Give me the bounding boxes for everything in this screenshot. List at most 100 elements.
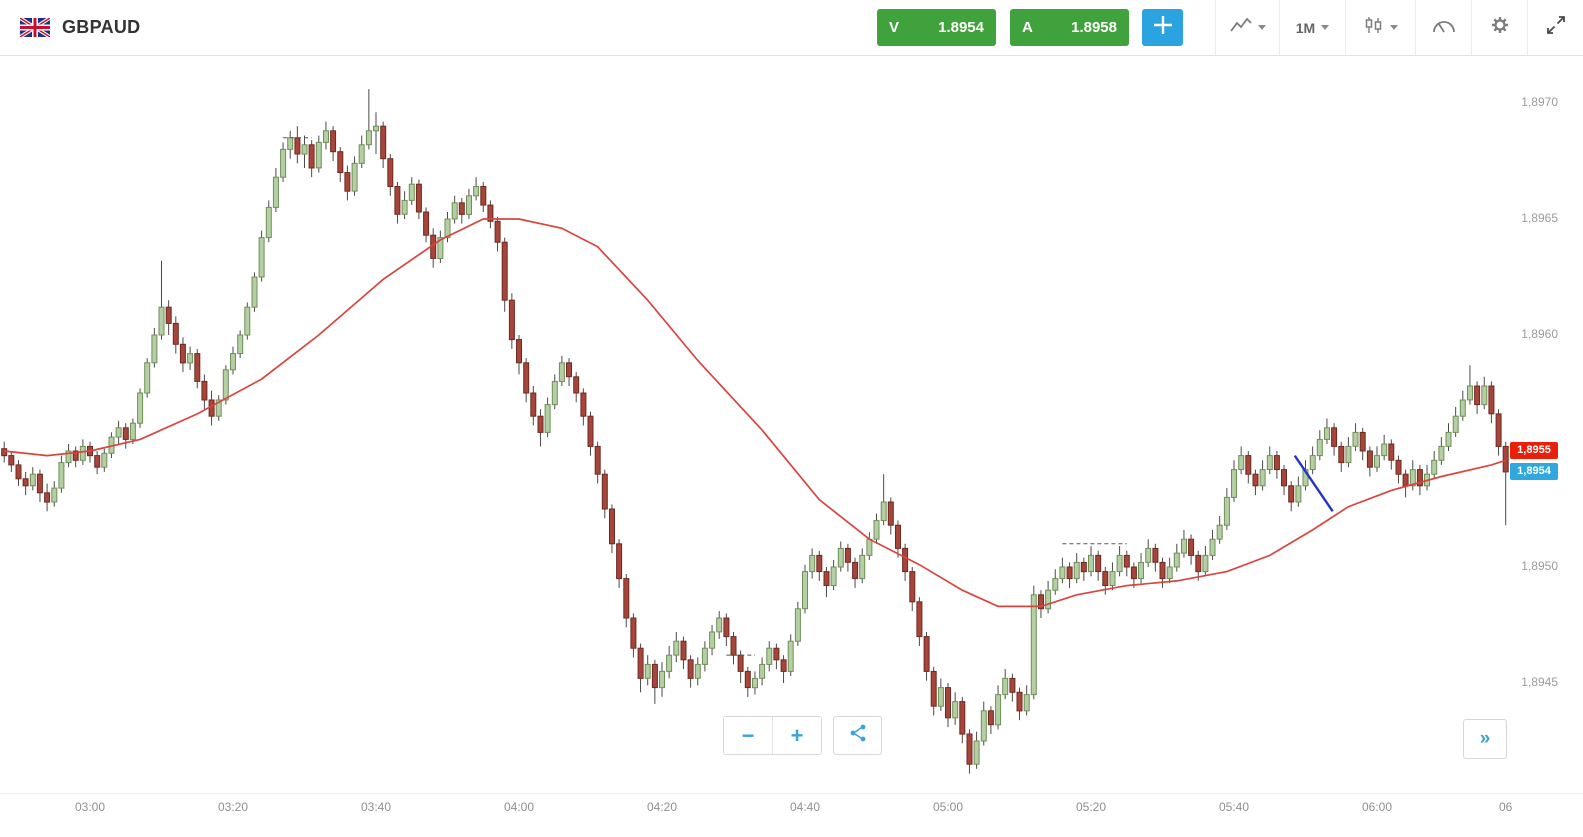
candle-up <box>1352 431 1359 447</box>
candle-up <box>187 353 194 364</box>
candle-down <box>15 464 22 480</box>
candle-down <box>516 339 522 364</box>
candle-down <box>523 362 530 394</box>
candle-up <box>58 462 65 489</box>
candle-down <box>1488 385 1495 415</box>
price-axis-label: 1,8950 <box>1521 559 1558 573</box>
candle-down <box>609 508 615 545</box>
candle-up <box>694 663 701 679</box>
buy-button[interactable]: A 1.8958 <box>1010 9 1129 46</box>
candle-up <box>1438 445 1445 461</box>
settings-button[interactable] <box>1471 0 1527 55</box>
indicators-button[interactable] <box>1415 0 1471 55</box>
candle-down <box>566 362 572 378</box>
price-axis-label: 1,8945 <box>1521 675 1558 689</box>
candle-down <box>723 617 730 638</box>
candle-up <box>1045 589 1052 610</box>
candle-up <box>315 141 322 169</box>
candle-down <box>1359 431 1366 452</box>
candle-down <box>172 322 179 345</box>
trend-line[interactable] <box>1293 454 1334 512</box>
candle-down <box>1502 445 1509 473</box>
candle-up <box>451 202 458 220</box>
candle-up <box>980 710 987 742</box>
candle-up <box>101 452 108 468</box>
candle-up <box>973 740 980 765</box>
candle-down <box>916 601 923 638</box>
candle-down <box>1016 691 1023 712</box>
candle-down <box>909 571 916 603</box>
candle-down <box>1388 443 1395 461</box>
candle-down <box>744 670 751 689</box>
gear-icon <box>1491 16 1509 39</box>
candle-up <box>644 663 651 679</box>
candle-down <box>1152 547 1159 563</box>
candle-down <box>330 130 337 153</box>
sell-button[interactable]: V 1.8954 <box>877 9 996 46</box>
candle-down <box>637 647 644 679</box>
candle-up <box>408 183 415 201</box>
candle-up <box>1295 485 1302 503</box>
candle-down <box>601 473 608 510</box>
chart-type-button[interactable] <box>1215 0 1279 55</box>
candle-up <box>1481 385 1488 406</box>
candle-up <box>859 554 866 580</box>
share-button[interactable] <box>833 716 882 755</box>
candle-down <box>194 353 201 382</box>
candle-up <box>666 654 673 672</box>
time-axis-label: 04:00 <box>503 800 535 814</box>
candle-up <box>323 130 329 143</box>
time-axis-label: 06:00 <box>1361 800 1393 814</box>
candle-up <box>558 362 565 382</box>
candle-down <box>1095 554 1102 573</box>
sidebar-expand-button[interactable]: » <box>1463 719 1507 759</box>
candle-down <box>487 204 494 222</box>
candle-down <box>1195 554 1202 573</box>
candle-up <box>158 306 165 336</box>
candle-up <box>351 162 358 192</box>
candle-up <box>794 608 801 642</box>
header-toolbar: GBPAUD V 1.8954 A 1.8958 1M <box>0 0 1583 56</box>
candle-up <box>1030 594 1037 696</box>
candle-down <box>415 183 422 213</box>
crosshair-icon <box>1151 13 1175 42</box>
candle-style-button[interactable] <box>1345 0 1415 55</box>
candle-up <box>1002 677 1009 696</box>
candle-up <box>1266 455 1273 471</box>
candle-up <box>1409 469 1416 487</box>
candle-up <box>1173 552 1180 568</box>
candle-up <box>1459 399 1466 417</box>
candle-down <box>1188 538 1195 556</box>
candle-down <box>458 202 465 215</box>
candle-down <box>1 448 8 457</box>
candle-down <box>44 492 51 503</box>
candle-down <box>594 445 601 475</box>
candle-down <box>823 571 830 586</box>
time-axis-label: 03:40 <box>360 800 392 814</box>
candle-down <box>1474 385 1481 406</box>
zoom-in-button[interactable]: + <box>772 717 821 754</box>
candle-up <box>752 677 758 689</box>
candle-down <box>1273 455 1280 471</box>
candle-down <box>923 636 930 672</box>
candle-down <box>1130 566 1137 580</box>
candle-down <box>587 415 594 447</box>
timeframe-button[interactable]: 1M <box>1279 0 1345 55</box>
candle-down <box>623 578 630 619</box>
candle-up <box>766 647 773 665</box>
time-axis-label: 05:00 <box>932 800 964 814</box>
candle-up <box>673 640 680 656</box>
collapse-button[interactable] <box>1527 0 1583 55</box>
candle-down <box>987 710 994 726</box>
price-chart[interactable]: − + » 1,8970 1,8965 1,8960 1,8950 1,8945 03:0… <box>0 55 1583 837</box>
candle-down <box>1123 554 1130 568</box>
zoom-out-button[interactable]: − <box>724 717 772 754</box>
price-axis-label: 1,8960 <box>1521 327 1558 341</box>
candle-up <box>659 670 665 689</box>
candle-down <box>1080 561 1087 573</box>
candle-up <box>222 369 229 401</box>
crosshair-button[interactable] <box>1142 9 1183 46</box>
price-tag: 1,8955 <box>1510 442 1558 459</box>
candle-up <box>237 334 244 355</box>
candle-up <box>287 137 294 150</box>
